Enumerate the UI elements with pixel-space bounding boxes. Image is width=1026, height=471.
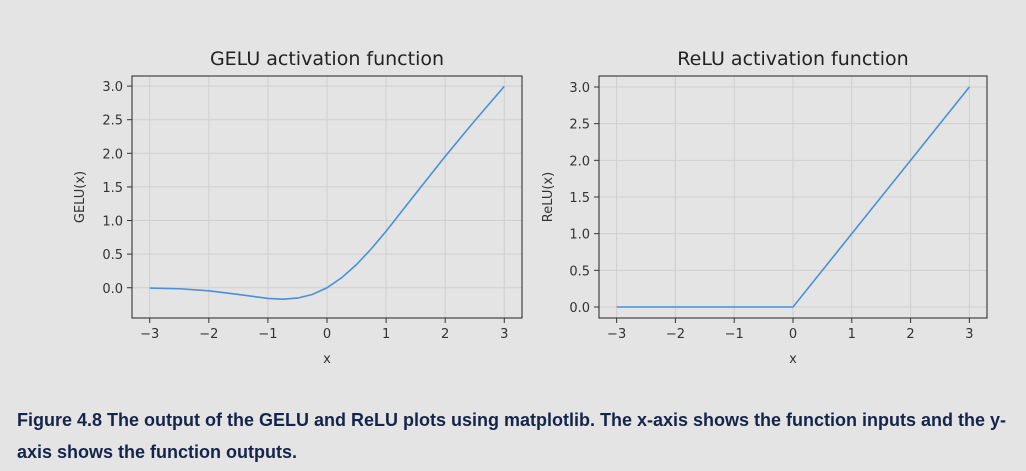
- relu-y-tick-label: 2.5: [569, 118, 590, 133]
- gelu-y-tick-label: 1.5: [102, 181, 123, 196]
- gelu-y-tick-label: 3.0: [102, 80, 123, 95]
- relu-y-tick-label: 0.5: [569, 264, 590, 279]
- gelu-y-tick-label: 0.0: [102, 282, 123, 297]
- gelu-y-tick-label: 0.5: [102, 248, 123, 263]
- relu-x-tick-label: 1: [848, 327, 856, 342]
- gelu-x-tick-label: 3: [500, 327, 508, 342]
- gelu-x-tick-label: 0: [323, 327, 331, 342]
- gelu-plot: −3 −2 −1 0 1 2 3 0.0 0.5 1.0 1.5 2.0 2.5 3.0 GELU acti…: [73, 48, 523, 367]
- gelu-y-tick-label: 2.5: [102, 114, 123, 129]
- relu-y-tick-label: 1.0: [569, 228, 590, 243]
- relu-y-axis-label: ReLU(x): [541, 172, 556, 222]
- relu-plot: −3 −2 −1 0 1 2 3 0.0 0.5 1.0 1.5 2.0 2.5 3.0 ReLU acti…: [541, 48, 988, 367]
- figure-caption: Figure 4.8 The output of the GELU and Re…: [17, 410, 1007, 462]
- figure-canvas: −3 −2 −1 0 1 2 3 0.0 0.5 1.0 1.5 2.0 2.5 3.0 GELU acti…: [73, 48, 988, 367]
- relu-x-tick-label: −1: [725, 327, 744, 342]
- gelu-series-line-0: [149, 85, 505, 300]
- gelu-x-tick-label: −1: [258, 327, 277, 342]
- gelu-x-axis-label: x: [323, 352, 331, 367]
- gelu-chart-title: GELU activation function: [210, 48, 444, 70]
- relu-chart-title: ReLU activation function: [677, 48, 908, 70]
- relu-x-tick-label: 0: [789, 327, 797, 342]
- gelu-y-axis-label: GELU(x): [73, 171, 88, 223]
- relu-x-axis-label: x: [789, 352, 797, 367]
- relu-y-tick-label: 2.0: [569, 154, 590, 169]
- relu-x-tick-label: −2: [666, 327, 685, 342]
- gelu-x-tick-label: 2: [441, 327, 449, 342]
- relu-x-tick-label: 3: [965, 327, 973, 342]
- relu-y-tick-label: 3.0: [569, 81, 590, 96]
- gelu-y-tick-label: 1.0: [102, 215, 123, 230]
- gelu-x-tick-label: −3: [140, 327, 159, 342]
- relu-series-line-0: [616, 86, 970, 308]
- gelu-x-tick-label: −2: [199, 327, 218, 342]
- gelu-y-tick-label: 2.0: [102, 147, 123, 162]
- relu-y-tick-label: 0.0: [569, 301, 590, 316]
- gelu-x-tick-label: 1: [382, 327, 390, 342]
- relu-x-tick-label: 2: [906, 327, 914, 342]
- relu-x-tick-label: −3: [607, 327, 626, 342]
- relu-y-tick-label: 1.5: [569, 191, 590, 206]
